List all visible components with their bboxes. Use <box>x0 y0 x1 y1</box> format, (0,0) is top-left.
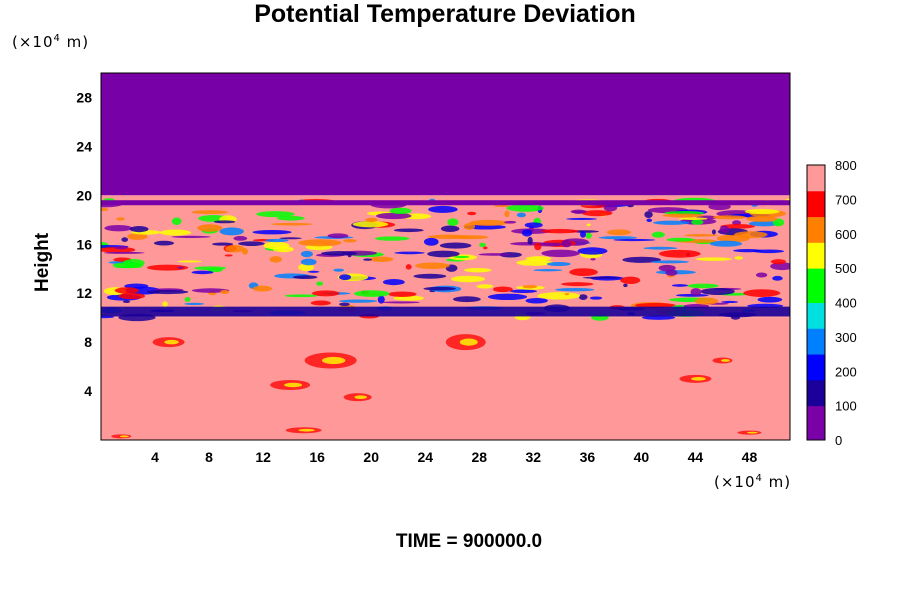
colorbar-swatch <box>807 207 825 218</box>
y-axis: 4 8 12 16 20 24 28 <box>76 89 92 399</box>
band-0 <box>101 73 790 196</box>
colorbar-swatch <box>807 250 825 261</box>
colorbar-swatch <box>807 388 825 398</box>
chart-title: Potential Temperature Deviation <box>254 0 636 28</box>
y-tick-label: 8 <box>84 334 92 350</box>
colorbar-swatch <box>807 354 825 364</box>
turbulent-layer <box>101 197 790 322</box>
colorbar-swatch <box>807 336 825 346</box>
x-tick-label: 32 <box>526 449 542 465</box>
x-axis: 4 8 12 16 20 24 28 32 36 40 44 48 <box>151 449 757 465</box>
colorbar-swatch <box>807 379 825 389</box>
colorbar: 0 100 200 300 400 500 600 700 800 <box>806 158 857 448</box>
colorbar-swatch <box>807 285 825 295</box>
colorbar-swatch <box>807 328 825 338</box>
colorbar-swatch <box>807 414 825 424</box>
colorbar-tick-label: 400 <box>835 296 857 311</box>
colorbar-tick-label: 700 <box>835 192 857 207</box>
y-tick-label: 28 <box>76 89 92 105</box>
lower-swirls <box>111 334 762 439</box>
y-tick-label: 4 <box>84 383 92 399</box>
x-tick-label: 36 <box>580 449 596 465</box>
colorbar-swatch <box>807 362 825 372</box>
colorbar-swatch <box>807 173 825 183</box>
colorbar-swatch <box>807 397 825 407</box>
colorbar-swatch <box>807 190 825 200</box>
colorbar-tick-label: 0 <box>835 433 842 448</box>
x-tick-label: 48 <box>742 449 758 465</box>
colorbar-tick-label: 200 <box>835 364 857 379</box>
x-tick-label: 24 <box>417 449 433 465</box>
y-tick-label: 24 <box>76 138 92 154</box>
plot-border <box>100 72 791 441</box>
x-tick-label: 12 <box>255 449 271 465</box>
x-tick-label: 16 <box>309 449 325 465</box>
colorbar-tick-label: 600 <box>835 227 857 242</box>
x-tick-label: 40 <box>634 449 650 465</box>
colorbar-swatch <box>807 302 825 312</box>
colorbar-swatch <box>807 405 825 415</box>
x-tick-label: 20 <box>363 449 379 465</box>
band-2 <box>101 317 790 440</box>
y-tick-label: 12 <box>76 285 92 301</box>
plot-area <box>101 73 790 440</box>
colorbar-tick-label: 300 <box>835 330 857 345</box>
colorbar-swatch <box>807 199 825 209</box>
x-tick-label: 44 <box>688 449 704 465</box>
colorbar-swatch <box>807 311 825 321</box>
colorbar-swatch <box>807 422 825 432</box>
colorbar-swatch <box>807 293 825 303</box>
colorbar-swatch <box>807 276 825 286</box>
colorbar-swatch <box>807 371 825 381</box>
colorbar-swatch <box>807 319 825 329</box>
colorbar-tick-label: 800 <box>835 158 857 173</box>
x-tick-label: 28 <box>471 449 487 465</box>
colorbar-swatch <box>807 182 825 192</box>
colorbar-tick-label: 100 <box>835 399 857 414</box>
colorbar-tick-label: 500 <box>835 261 857 276</box>
colorbar-border <box>806 164 826 441</box>
x-axis-unit: (×104 m) <box>714 473 792 491</box>
time-label: TIME = 900000.0 <box>395 531 543 552</box>
x-tick-label: 4 <box>151 449 159 465</box>
colorbar-swatch <box>807 165 825 175</box>
colorbar-swatch <box>807 268 825 278</box>
colorbar-swatch <box>807 345 825 355</box>
colorbar-swatch <box>807 233 825 243</box>
x-tick-label: 8 <box>205 449 213 465</box>
y-axis-unit: (×104 m) <box>12 33 90 51</box>
colorbar-swatch <box>807 216 825 226</box>
y-tick-label: 20 <box>76 187 92 203</box>
colorbar-swatch <box>807 431 825 441</box>
y-tick-label: 16 <box>76 236 92 252</box>
colorbar-swatch <box>807 225 825 235</box>
colorbar-swatch <box>807 242 825 252</box>
colorbar-swatch <box>807 259 825 269</box>
